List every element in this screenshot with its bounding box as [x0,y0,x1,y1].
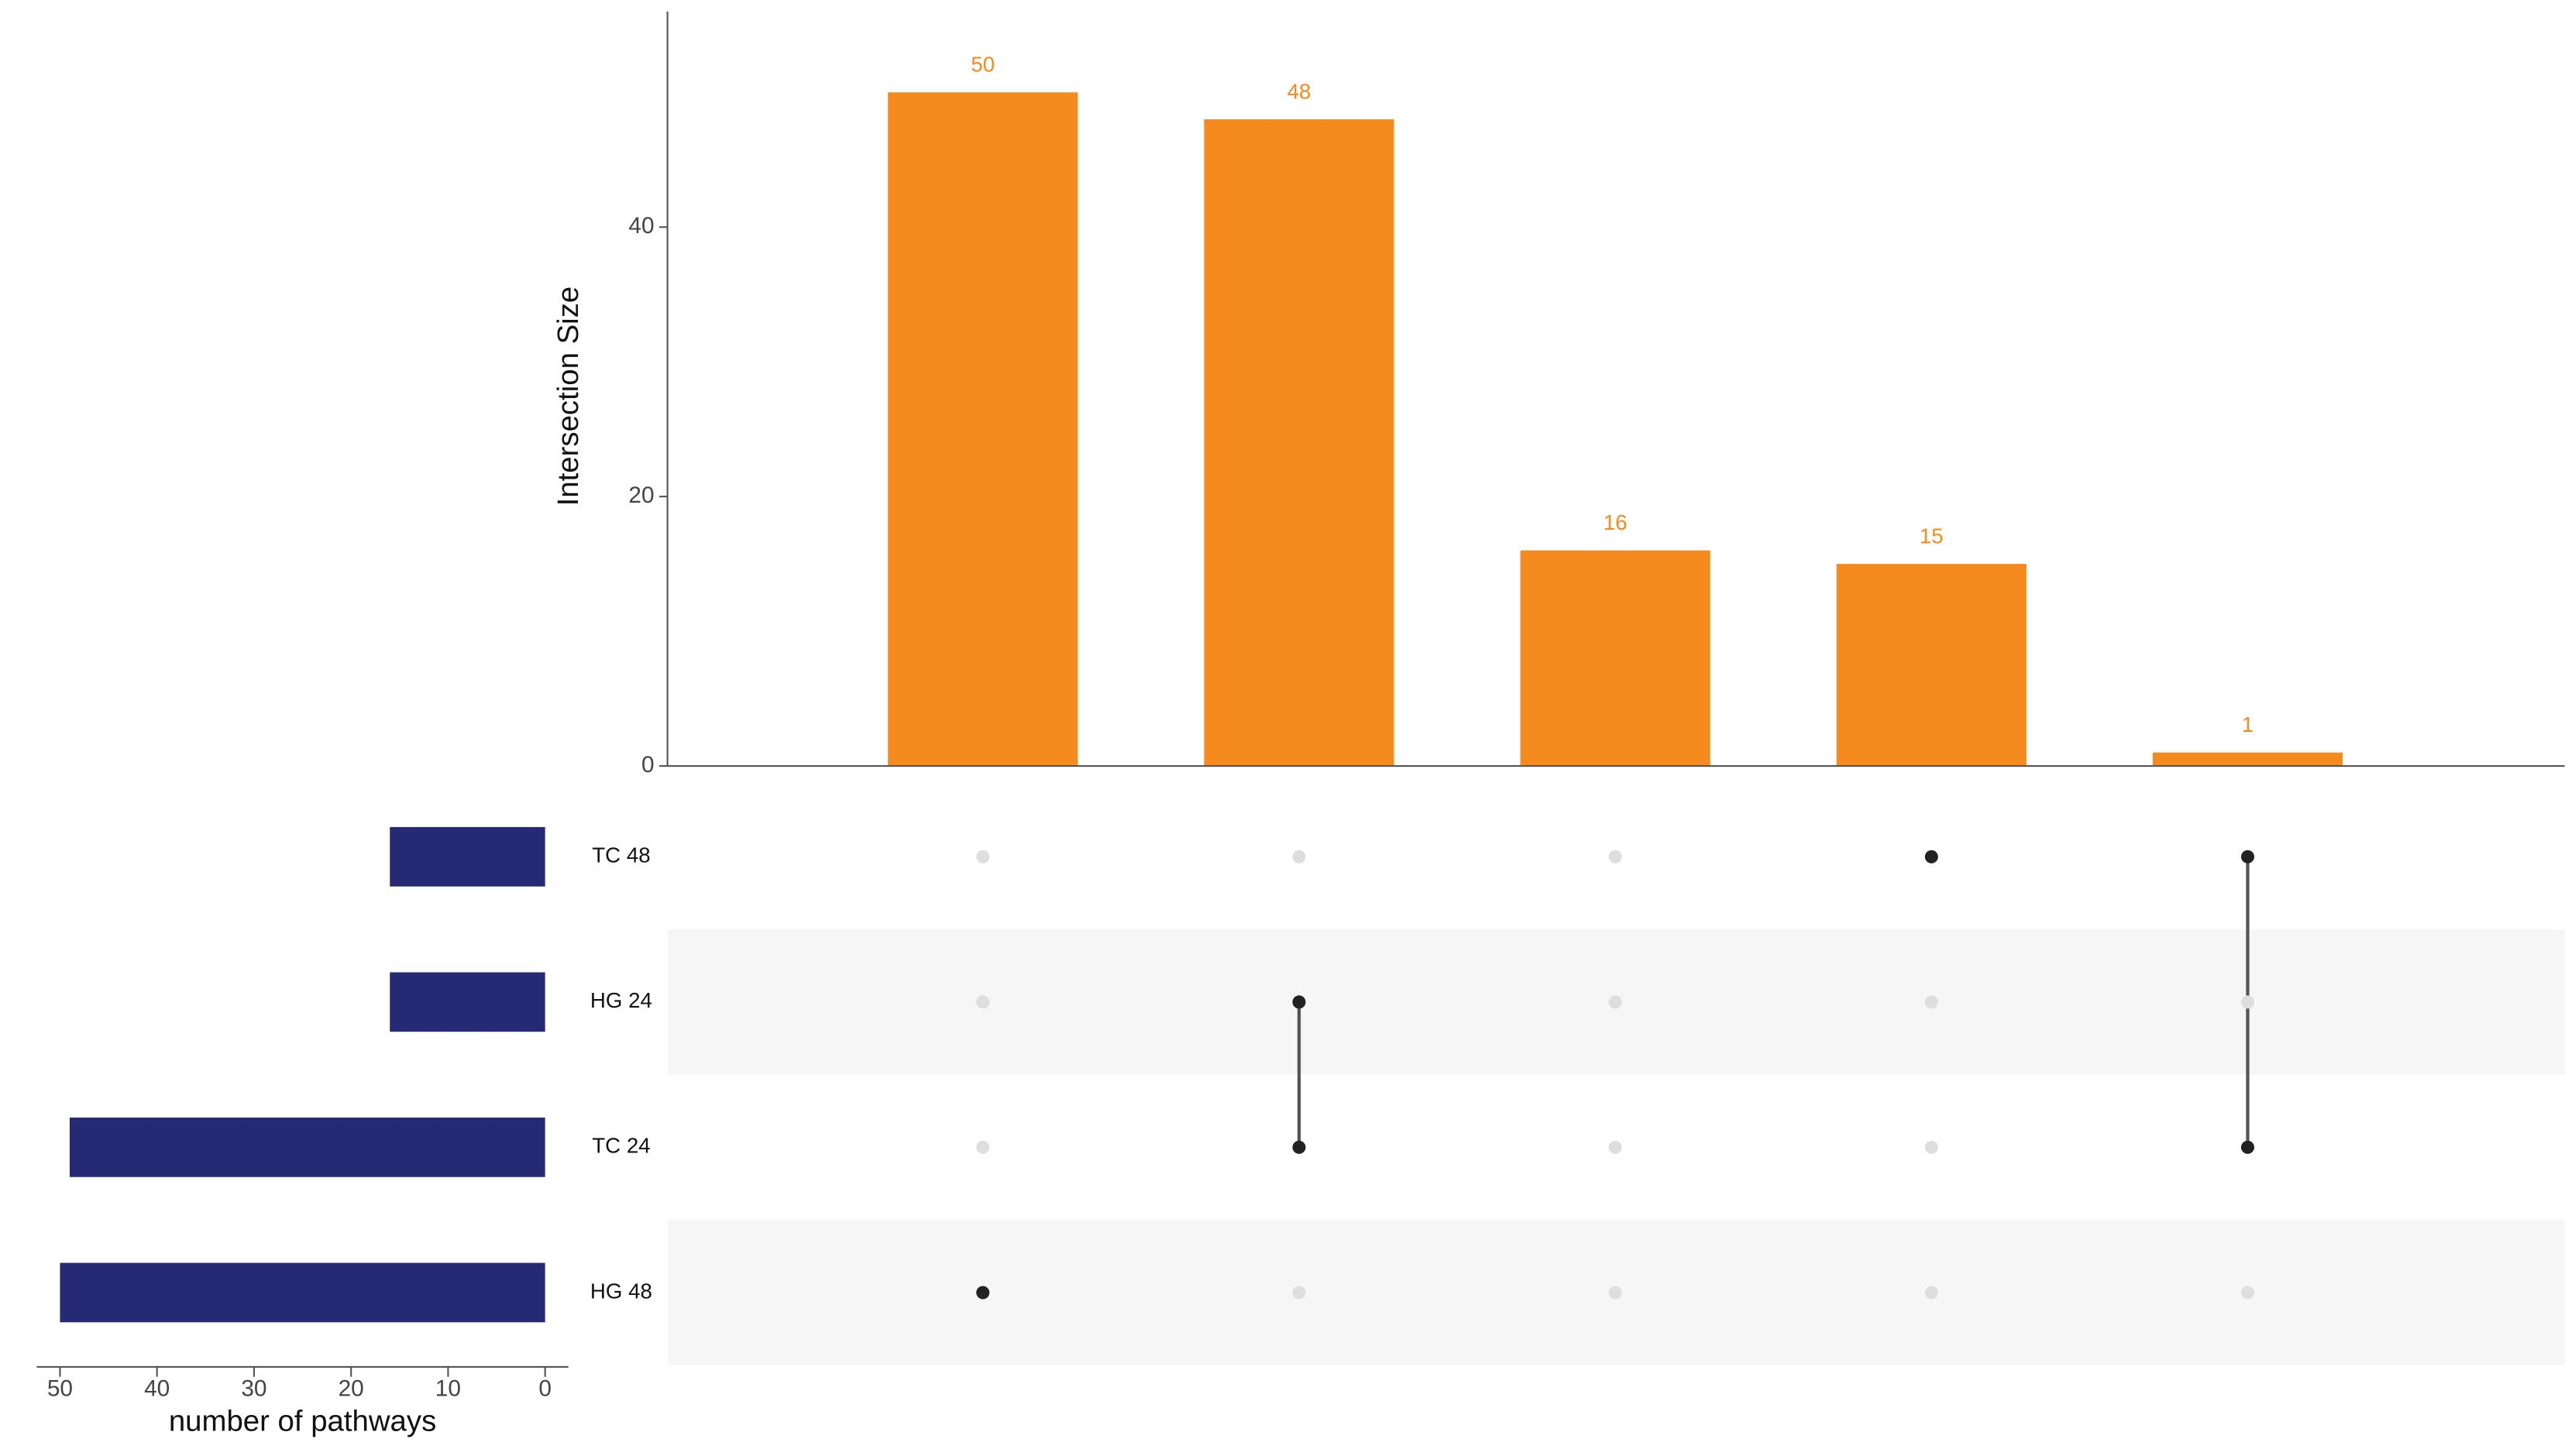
set-label: HG 48 [590,1279,652,1303]
matrix-dot [2240,995,2255,1009]
matrix-dot [1924,1286,1938,1300]
value-label: 16 [1604,510,1628,534]
value-label: 15 [1920,524,1944,548]
x-tick-label: 20 [339,1376,364,1402]
set-label: HG 24 [590,988,652,1012]
matrix-dot [1924,850,1938,864]
set-bar [60,1262,545,1323]
matrix-dot [976,1286,990,1300]
intersection-bar [1520,550,1710,767]
set-bar [390,826,545,887]
value-label: 48 [1288,79,1312,103]
matrix-dot [1292,1286,1306,1300]
x-tick-label: 50 [47,1376,73,1402]
matrix-dot [2240,850,2255,864]
y-tick-label: 40 [628,213,654,239]
matrix-dot [976,995,990,1009]
intersection-bar [888,92,1078,767]
matrix-dot [1924,995,1938,1009]
matrix-dot [976,850,990,864]
matrix-dot [1608,1286,1622,1300]
x-tick-label: 0 [538,1376,552,1402]
intersection-bar [1204,119,1394,767]
matrix-dot [1608,850,1622,864]
matrix-dot [976,1140,990,1154]
set-label: TC 48 [592,843,650,867]
y-tick-label: 0 [641,752,655,778]
matrix-dot [2240,1140,2255,1154]
x-tick-label: 10 [435,1376,461,1402]
y-tick-label: 20 [628,482,654,508]
x-tick-label: 30 [241,1376,266,1402]
intersection-bar [2152,752,2343,767]
value-label: 50 [971,52,995,76]
set-label: TC 24 [592,1134,650,1158]
intersection-bar [1836,564,2027,767]
set-bar [69,1118,545,1177]
x-tick-label: 40 [144,1376,170,1402]
y-axis-label: Intersection Size [552,287,585,507]
matrix-dot [1292,1140,1306,1154]
matrix-dot [1608,1140,1622,1154]
value-label: 1 [2242,713,2254,737]
matrix-dot [1292,850,1306,864]
matrix-dot [1924,1140,1938,1154]
set-bar [390,972,545,1032]
matrix-dot [1292,995,1306,1009]
x-axis-label: number of pathways [169,1405,436,1438]
matrix-dot [1608,995,1622,1009]
matrix-dot [2240,1286,2255,1300]
